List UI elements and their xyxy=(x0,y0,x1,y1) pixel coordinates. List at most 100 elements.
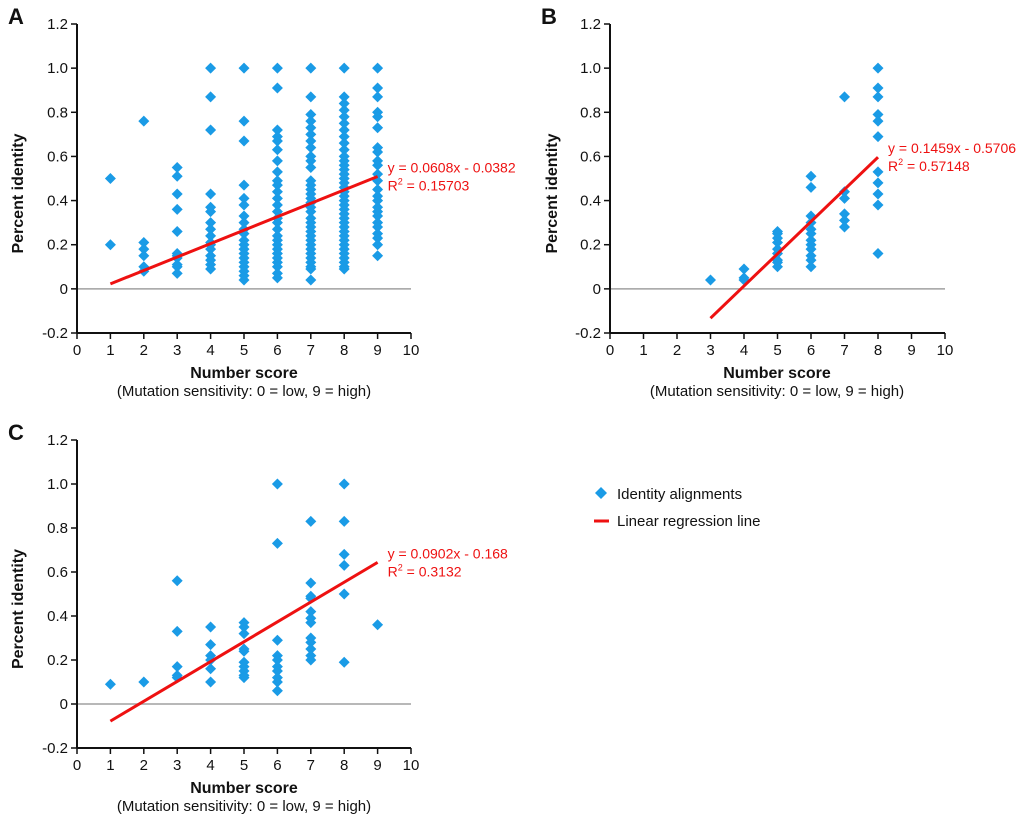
x-tick-label: 8 xyxy=(340,757,348,774)
data-point xyxy=(205,62,217,74)
data-point xyxy=(171,203,183,215)
data-point xyxy=(271,654,283,666)
x-tick-label: 7 xyxy=(840,342,848,359)
y-tick-label: 0.6 xyxy=(47,564,68,581)
data-point xyxy=(271,665,283,677)
data-point xyxy=(305,135,317,147)
data-point xyxy=(238,199,250,211)
data-point xyxy=(205,263,217,275)
x-tick-label: 1 xyxy=(106,342,114,359)
x-axis-subtitle: (Mutation sensitivity: 0 = low, 9 = high… xyxy=(117,383,371,400)
data-point xyxy=(872,62,884,74)
x-tick-label: 8 xyxy=(340,342,348,359)
x-tick-label: 4 xyxy=(206,757,214,774)
data-point xyxy=(238,621,250,633)
data-point xyxy=(305,108,317,120)
data-point xyxy=(805,170,817,182)
regression-line xyxy=(709,156,880,320)
legend-item-points: Identity alignments xyxy=(595,486,742,503)
data-point xyxy=(772,261,783,273)
data-point xyxy=(305,515,317,527)
data-point xyxy=(171,661,183,673)
data-point xyxy=(138,115,150,127)
data-point xyxy=(271,144,283,156)
data-point xyxy=(271,634,283,646)
regression-equation: y = 0.0902x - 0.168 xyxy=(388,545,508,561)
r-squared-symbol: R xyxy=(388,563,398,579)
y-tick-label: 0.4 xyxy=(580,193,601,210)
x-tick-label: 0 xyxy=(73,757,81,774)
y-tick-label: 0.2 xyxy=(47,652,68,669)
data-point xyxy=(338,548,350,560)
data-point xyxy=(372,159,384,171)
data-point xyxy=(372,232,384,244)
r-squared-symbol: R xyxy=(888,158,898,174)
data-point xyxy=(271,166,283,178)
data-point xyxy=(205,230,217,242)
y-tick-label: 0.6 xyxy=(580,148,601,165)
data-point xyxy=(305,115,317,127)
x-tick-label: 1 xyxy=(639,342,647,359)
data-point xyxy=(872,166,884,178)
data-point xyxy=(372,146,384,158)
data-point xyxy=(872,188,884,200)
data-point xyxy=(872,108,884,120)
r-squared-label: R2 = 0.57148 xyxy=(888,157,970,174)
x-tick-label: 6 xyxy=(273,342,281,359)
data-point xyxy=(271,124,283,136)
y-axis-title: Percent identity xyxy=(10,133,27,253)
data-point xyxy=(338,588,350,600)
data-point xyxy=(805,243,817,255)
y-tick-label: 1.0 xyxy=(47,60,68,77)
data-point xyxy=(205,223,217,235)
data-point xyxy=(205,206,217,218)
panel-letter-a: A xyxy=(8,4,24,29)
data-point xyxy=(271,179,283,191)
x-axis-subtitle: (Mutation sensitivity: 0 = low, 9 = high… xyxy=(650,383,904,400)
data-point xyxy=(205,188,217,200)
data-point xyxy=(238,62,250,74)
data-point xyxy=(271,223,283,235)
data-point xyxy=(171,188,183,200)
data-point xyxy=(305,606,317,618)
data-point xyxy=(138,243,150,255)
data-point xyxy=(271,155,283,167)
data-point xyxy=(839,214,850,226)
data-point xyxy=(338,111,350,123)
data-point xyxy=(238,274,250,286)
legend: Identity alignments Linear regression li… xyxy=(594,486,760,530)
data-point xyxy=(338,97,350,109)
x-axis-subtitle: (Mutation sensitivity: 0 = low, 9 = high… xyxy=(117,798,371,815)
r-squared-label: R2 = 0.3132 xyxy=(388,562,462,579)
data-point xyxy=(104,239,116,251)
r-squared-superscript: 2 xyxy=(898,157,903,167)
x-tick-label: 3 xyxy=(173,342,181,359)
y-tick-label: 1.2 xyxy=(47,16,68,33)
y-tick-label: 0.4 xyxy=(47,608,68,625)
data-point xyxy=(872,115,884,127)
data-point xyxy=(872,131,884,143)
data-point xyxy=(338,144,350,156)
data-point xyxy=(238,179,250,191)
data-point xyxy=(271,199,283,211)
data-point xyxy=(271,82,283,94)
data-point xyxy=(205,621,217,633)
data-point xyxy=(205,124,217,136)
x-tick-label: 5 xyxy=(240,342,248,359)
data-point xyxy=(271,676,283,688)
data-point xyxy=(805,261,817,273)
data-point xyxy=(238,115,250,127)
x-tick-label: 6 xyxy=(273,757,281,774)
data-point xyxy=(171,170,183,182)
data-point xyxy=(305,142,317,154)
y-tick-label: 0.2 xyxy=(580,237,601,254)
x-tick-label: 0 xyxy=(73,342,81,359)
data-point xyxy=(238,645,250,657)
data-point xyxy=(238,628,250,640)
data-point xyxy=(305,643,317,655)
regression-line xyxy=(109,175,379,286)
data-point xyxy=(305,654,317,666)
data-point xyxy=(372,210,384,222)
r-squared-value: = 0.15703 xyxy=(403,178,470,194)
